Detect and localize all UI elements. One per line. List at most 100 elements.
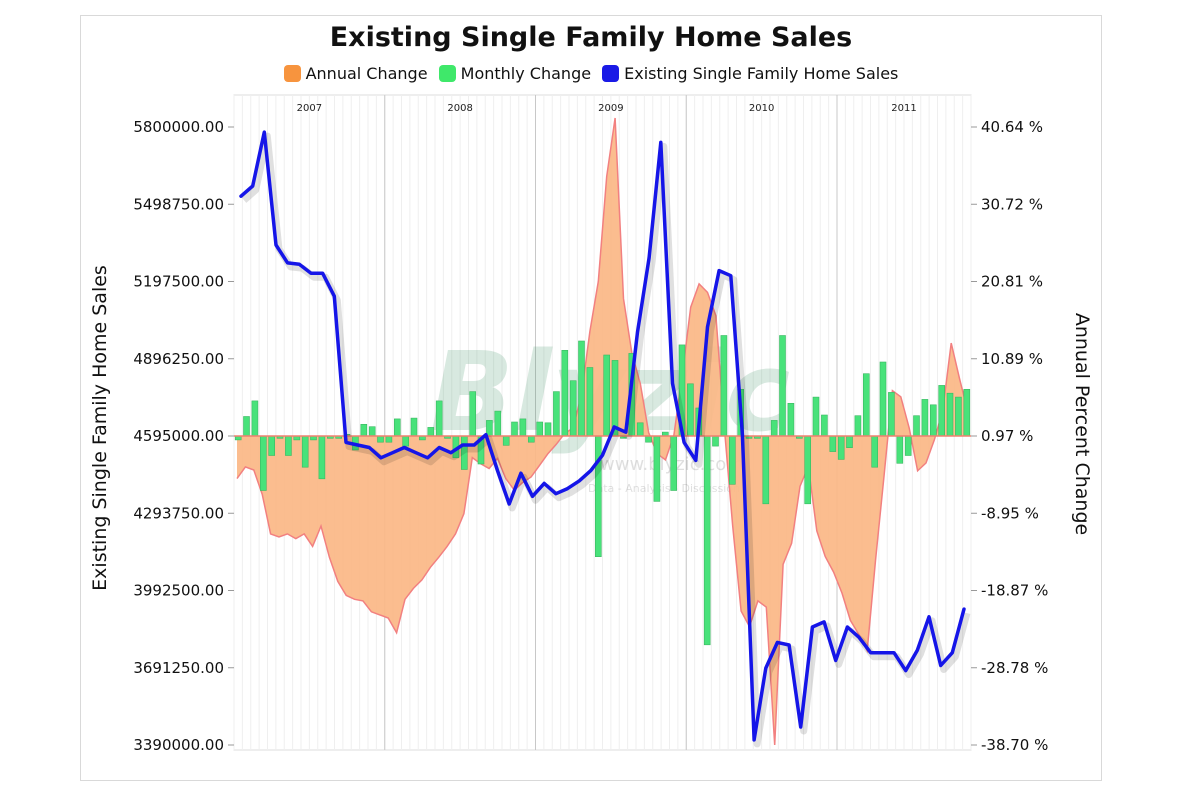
year-label: 2007 (297, 103, 322, 114)
right-tick-label: 20.81 % (981, 273, 1043, 291)
monthly-change-bar[interactable] (804, 435, 812, 505)
legend-label-home-sales: Existing Single Family Home Sales (624, 64, 899, 83)
monthly-change-bar[interactable] (762, 435, 770, 505)
monthly-change-bar[interactable] (553, 391, 560, 437)
legend-label-annual-change: Annual Change (305, 64, 428, 83)
legend-item-home-sales[interactable]: Existing Single Family Home Sales (602, 64, 898, 83)
home-sales-line (239, 130, 971, 748)
left-tick-label: 3691250.00 (133, 659, 224, 677)
monthly-change-bar[interactable] (779, 335, 786, 437)
monthly-change-bar[interactable] (251, 400, 259, 437)
monthly-change-bar[interactable] (285, 435, 292, 456)
monthly-change-bar[interactable] (410, 417, 418, 437)
monthly-change-bar[interactable] (561, 349, 569, 437)
monthly-change-bar[interactable] (377, 435, 384, 443)
right-tick-label: -18.87 % (981, 582, 1048, 600)
monthly-change-bar[interactable] (946, 392, 954, 437)
monthly-change-bar[interactable] (519, 418, 527, 437)
left-tick-label: 3390000.00 (133, 736, 224, 754)
monthly-change-bar[interactable] (536, 421, 544, 437)
monthly-change-bars (234, 335, 971, 646)
monthly-change-bar[interactable] (712, 435, 719, 447)
left-tick-label: 4896250.00 (133, 350, 224, 368)
monthly-change-bar[interactable] (938, 385, 946, 437)
monthly-change-bar[interactable] (854, 415, 862, 437)
monthly-change-bar[interactable] (360, 423, 368, 437)
monthly-change-bar[interactable] (243, 416, 250, 437)
watermark-tagline: Data - Analysis - Discussion (588, 482, 740, 495)
monthly-change-bar[interactable] (594, 435, 602, 557)
monthly-change-bar[interactable] (435, 400, 443, 437)
monthly-change-bar[interactable] (846, 435, 853, 448)
monthly-change-bar[interactable] (544, 422, 552, 437)
year-label: 2008 (447, 103, 472, 114)
monthly-change-bar[interactable] (812, 396, 820, 437)
annual-change-outline (236, 117, 969, 746)
monthly-change-bar[interactable] (896, 435, 904, 464)
monthly-change-bar[interactable] (368, 426, 376, 437)
monthly-change-bar[interactable] (469, 391, 477, 437)
annual-change-area (236, 117, 969, 746)
monthly-change-bar[interactable] (963, 388, 971, 437)
monthly-change-bar[interactable] (502, 435, 510, 446)
monthly-change-bar[interactable] (913, 415, 920, 437)
monthly-change-bar[interactable] (578, 340, 585, 437)
monthly-change-bar[interactable] (728, 435, 736, 485)
right-tick-label: -8.95 % (981, 504, 1039, 522)
monthly-change-bar[interactable] (511, 421, 518, 437)
monthly-change-bar[interactable] (653, 435, 661, 502)
right-axis-ticks: 40.64 % 30.72 % 20.81 % 10.89 % 0.97 % -8.95 … (971, 118, 1048, 754)
legend-swatch-monthly-change (438, 65, 456, 82)
monthly-change-bar[interactable] (402, 435, 410, 447)
left-tick-label: 5197500.00 (133, 273, 224, 291)
legend-swatch-annual-change (283, 65, 301, 82)
monthly-change-bar[interactable] (603, 354, 611, 437)
right-tick-label: 10.89 % (981, 350, 1043, 368)
monthly-change-bar[interactable] (821, 414, 828, 437)
monthly-change-bar[interactable] (862, 373, 870, 437)
home-sales-line-shadow (241, 132, 971, 748)
monthly-change-bar[interactable] (645, 435, 652, 443)
monthly-change-bar[interactable] (670, 435, 678, 491)
home-sales-line-path[interactable] (239, 130, 966, 742)
monthly-change-bar[interactable] (494, 410, 502, 437)
monthly-change-bar[interactable] (636, 422, 644, 437)
year-label: 2009 (598, 103, 623, 114)
monthly-change-bar[interactable] (955, 396, 962, 437)
monthly-change-bar[interactable] (703, 435, 711, 646)
monthly-change-bar[interactable] (393, 418, 401, 437)
monthly-change-bar[interactable] (427, 427, 435, 437)
left-tick-label: 5498750.00 (133, 195, 224, 213)
monthly-change-bar[interactable] (301, 435, 309, 468)
right-tick-label: 0.97 % (981, 427, 1033, 445)
year-labels: 2007 2008 2009 2010 2011 (297, 103, 917, 114)
monthly-change-bar[interactable] (904, 435, 912, 456)
monthly-change-bar[interactable] (888, 392, 895, 437)
chart-title: Existing Single Family Home Sales (329, 22, 853, 53)
left-tick-label: 5800000.00 (133, 118, 224, 136)
legend-item-monthly-change[interactable]: Monthly Change (438, 64, 591, 83)
monthly-change-bar[interactable] (837, 435, 845, 460)
left-axis-title: Existing Single Family Home Sales (89, 265, 111, 591)
monthly-change-bar[interactable] (611, 360, 619, 437)
monthly-change-bar[interactable] (385, 435, 393, 443)
monthly-change-bar[interactable] (720, 335, 728, 437)
monthly-change-bar[interactable] (929, 404, 937, 437)
monthly-change-bar[interactable] (829, 435, 837, 452)
monthly-change-bar[interactable] (787, 402, 795, 437)
monthly-change-bar[interactable] (879, 361, 887, 437)
monthly-change-bar[interactable] (586, 367, 594, 437)
monthly-change-bar[interactable] (687, 383, 694, 437)
monthly-change-bar[interactable] (259, 435, 267, 491)
monthly-change-bar[interactable] (770, 420, 778, 437)
monthly-change-bar[interactable] (268, 435, 276, 456)
legend-item-annual-change[interactable]: Annual Change (283, 64, 428, 83)
monthly-change-bar[interactable] (871, 435, 879, 468)
monthly-change-bar[interactable] (527, 435, 535, 443)
monthly-change-bar[interactable] (318, 435, 326, 480)
monthly-change-bar[interactable] (921, 399, 929, 437)
monthly-change-bar[interactable] (569, 380, 577, 437)
annual-change-fill (237, 118, 968, 745)
year-label: 2011 (891, 103, 916, 114)
